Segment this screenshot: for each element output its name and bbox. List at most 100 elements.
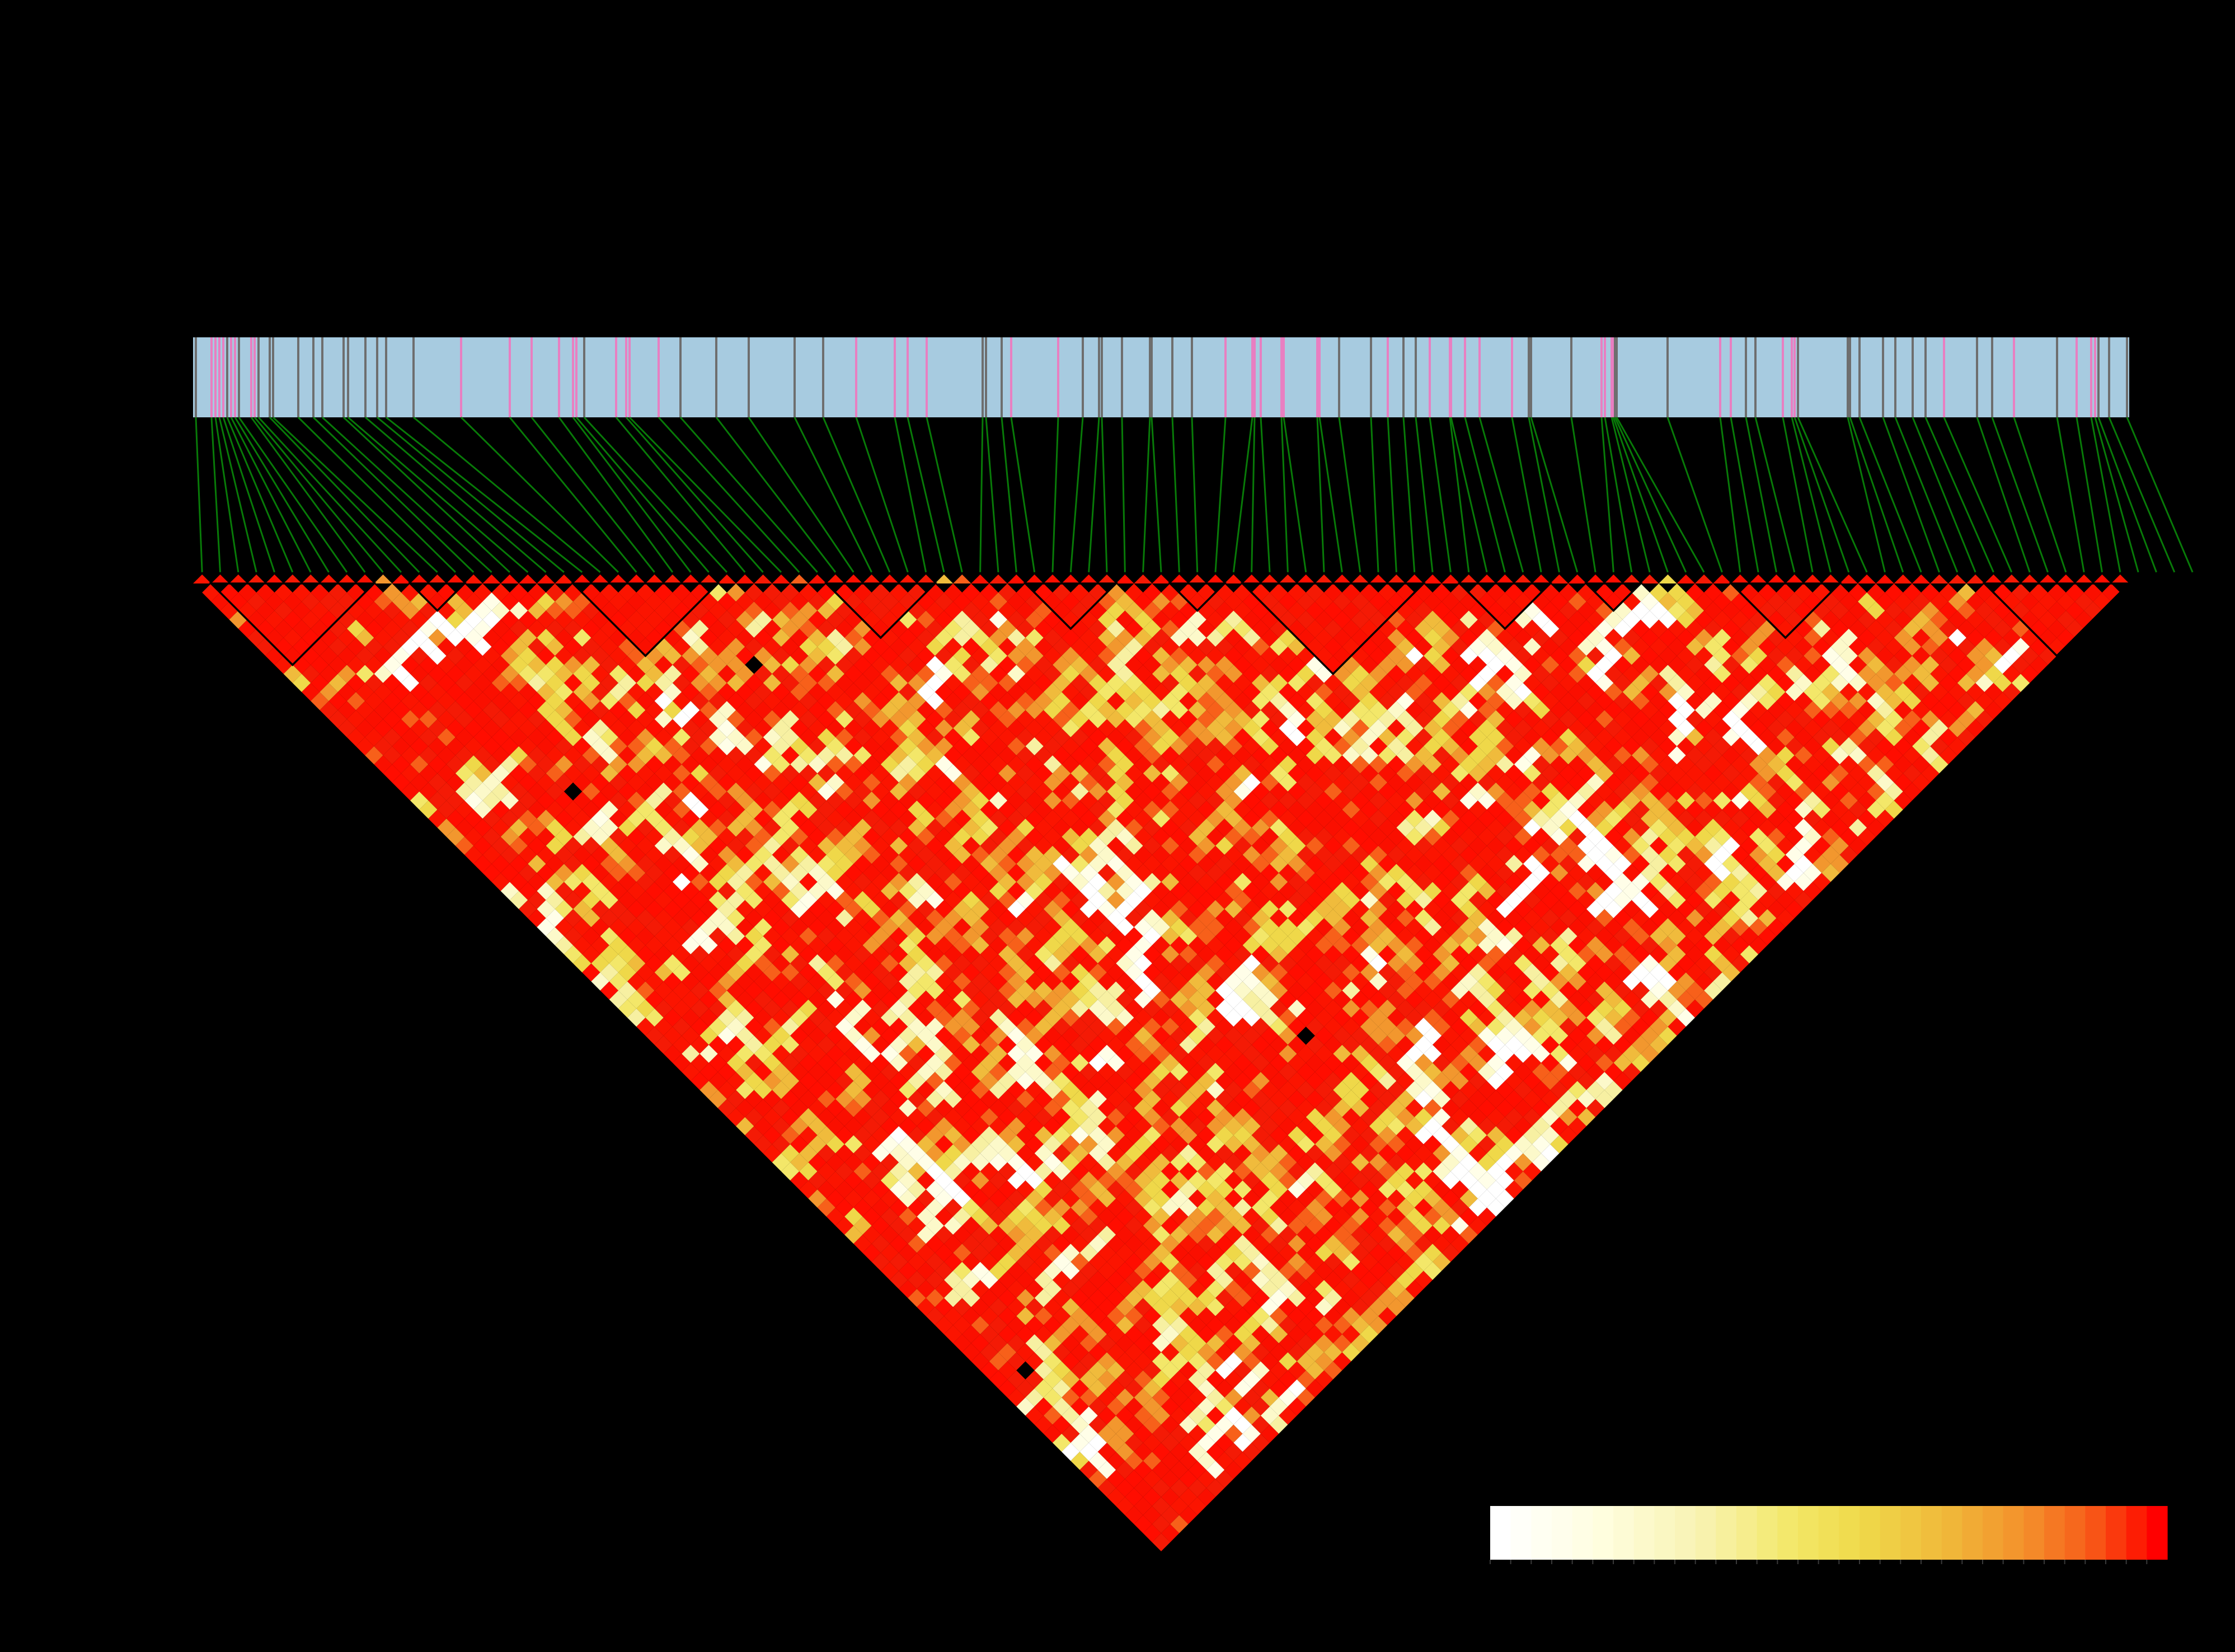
ld-cell — [1468, 1018, 1487, 1036]
ld-cell — [1369, 990, 1388, 1009]
ld-cell — [1523, 818, 1542, 837]
ld-cell — [1722, 963, 1740, 982]
ld-cell — [1685, 583, 1705, 602]
ld-cell — [1314, 900, 1334, 919]
ld-cell — [1468, 583, 1487, 602]
ld-diagonal-tooth — [790, 574, 809, 583]
ld-cell — [1794, 710, 1813, 728]
ld-cell — [1613, 909, 1632, 928]
connector-line — [1666, 417, 1723, 573]
ld-cell — [582, 909, 600, 928]
ld-cell — [1477, 628, 1496, 647]
ld-cell — [1324, 999, 1342, 1018]
ld-cell — [1414, 873, 1433, 891]
map-tick-gray — [1338, 337, 1340, 417]
ld-cell — [1342, 818, 1360, 837]
ld-cell — [835, 909, 854, 928]
ld-cell — [1568, 647, 1586, 665]
ld-cell — [1306, 710, 1325, 728]
ld-cell — [1170, 610, 1189, 629]
ld-cell — [1161, 909, 1180, 928]
ld-cell — [1813, 764, 1831, 783]
ld-cell — [1396, 891, 1415, 910]
ld-cell — [1270, 873, 1288, 891]
map-tick-gray — [1370, 337, 1372, 417]
ld-cell — [1306, 836, 1325, 855]
ld-cell — [1848, 619, 1867, 638]
ld-cell — [1803, 719, 1822, 737]
ld-cell — [1396, 909, 1415, 928]
connector-line — [1001, 417, 1017, 572]
ld-cell — [1405, 809, 1424, 828]
ld-cell — [1170, 791, 1189, 810]
ld-cell — [1206, 972, 1225, 991]
ld-cell — [1170, 864, 1189, 882]
ld-cell — [1459, 683, 1478, 702]
map-tick-gray — [1171, 337, 1173, 417]
ld-diagonal-tooth — [1550, 574, 1569, 583]
ld-cell — [1677, 1008, 1695, 1027]
ld-cell — [1722, 764, 1740, 783]
ld-cell — [2011, 638, 2030, 656]
connector-line — [894, 417, 927, 573]
ld-cell — [1568, 628, 1586, 647]
ld-cell — [1468, 855, 1487, 873]
ld-cell — [1622, 936, 1641, 954]
ld-cell — [1568, 755, 1586, 774]
ld-cell — [1143, 1018, 1161, 1036]
ld-cell — [1279, 737, 1297, 756]
ld-cell — [1577, 873, 1596, 891]
ld-cell — [1369, 954, 1388, 973]
ld-cell — [1360, 891, 1379, 910]
ld-cell — [1423, 683, 1442, 702]
ld-cell — [1713, 918, 1731, 936]
ld-cell — [1839, 755, 1858, 774]
ld-cell — [365, 619, 383, 638]
ld-cell — [1794, 764, 1813, 783]
ld-cell — [1306, 782, 1325, 801]
ld-cell — [1993, 656, 2012, 674]
map-tick-pink — [2090, 337, 2092, 417]
ld-cell — [1360, 873, 1379, 891]
ld-cell — [1704, 746, 1722, 765]
ld-diagonal-tooth — [1821, 574, 1840, 583]
ld-cell — [1550, 882, 1569, 900]
ld-cell — [2011, 601, 2030, 620]
ld-cell — [1297, 809, 1315, 828]
ld-cell — [1459, 701, 1478, 719]
ld-cell — [1188, 845, 1206, 864]
ld-cell — [935, 719, 954, 737]
ld-cell — [1324, 1036, 1342, 1054]
ld-cell — [1297, 701, 1315, 719]
ld-diagonal-tooth — [500, 574, 519, 583]
ld-cell — [1885, 674, 1903, 693]
ld-cell — [1306, 999, 1325, 1018]
ld-cell — [1179, 601, 1198, 620]
ld-cell — [1179, 963, 1198, 982]
ld-cell — [1477, 791, 1496, 810]
map-tick-gray — [2097, 337, 2100, 417]
ld-cell — [1794, 873, 1813, 891]
physical-map-track-group — [193, 337, 2129, 417]
ld-cell — [1477, 773, 1496, 792]
ld-cell — [1387, 737, 1406, 756]
ld-cell — [943, 909, 962, 928]
ld-cell — [1550, 809, 1569, 828]
ld-cell — [717, 1008, 736, 1027]
ld-cell — [1233, 710, 1252, 728]
ld-cell — [1260, 954, 1279, 973]
map-tick-gray — [1882, 337, 1884, 417]
ld-cell — [1342, 583, 1360, 602]
ld-cell — [1179, 873, 1198, 891]
ld-cell — [1215, 583, 1234, 602]
ld-cell — [1477, 701, 1496, 719]
ld-cell — [1677, 610, 1695, 629]
ld-cell — [1613, 855, 1632, 873]
ld-cell — [1595, 801, 1614, 819]
connector-line — [658, 416, 800, 573]
ld-cell — [1405, 972, 1424, 991]
ld-cell — [1423, 773, 1442, 792]
ld-cell — [1297, 737, 1315, 756]
ld-cell — [1767, 809, 1786, 828]
connector-line — [1612, 417, 1669, 573]
